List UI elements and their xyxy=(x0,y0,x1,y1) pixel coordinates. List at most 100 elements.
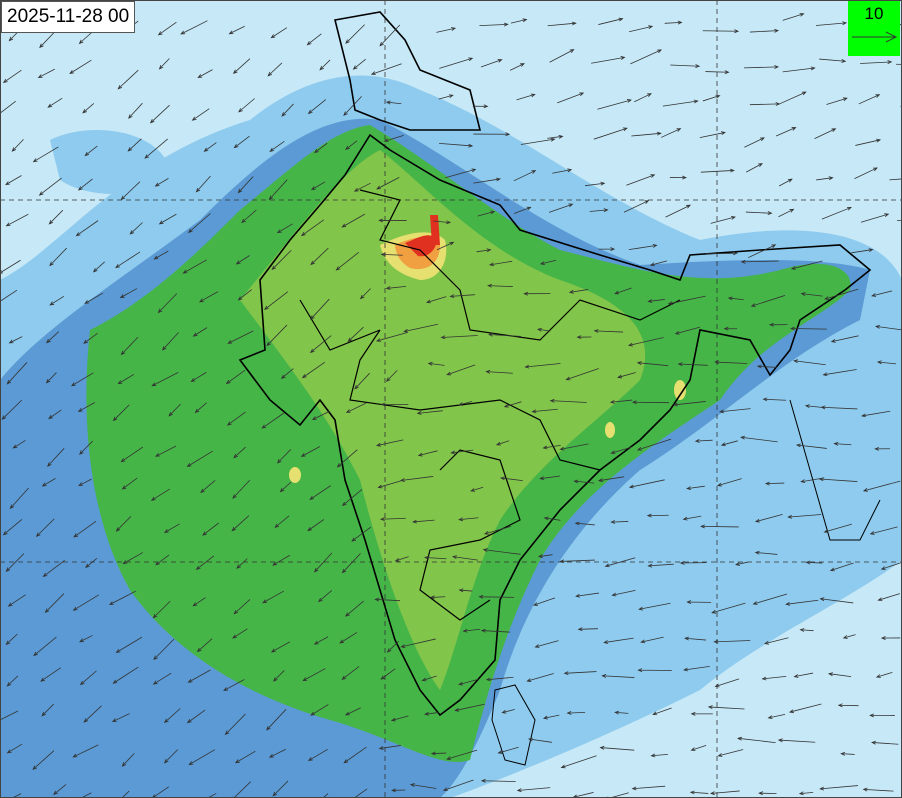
wind-arrow xyxy=(488,260,513,267)
wind-arrow xyxy=(47,448,65,467)
wind-arrow xyxy=(380,668,396,680)
wind-arrow xyxy=(756,364,777,369)
wind-arrow xyxy=(192,597,206,607)
wind-arrow xyxy=(749,102,781,106)
wind-arrow xyxy=(610,520,629,524)
wind-arrow xyxy=(274,515,290,529)
wind-arrow xyxy=(628,243,658,251)
wind-arrow xyxy=(49,295,65,306)
wind-arrow xyxy=(476,248,492,253)
wind-arrow xyxy=(860,410,891,418)
field-red-spot xyxy=(430,215,440,245)
wind-arrow xyxy=(12,440,26,449)
wind-arrow xyxy=(714,678,740,688)
wind-arrow xyxy=(233,135,250,149)
wind-arrow xyxy=(606,792,629,798)
wind-arrow xyxy=(241,209,257,224)
wind-arrow xyxy=(8,336,23,344)
wind-arrow xyxy=(403,323,438,333)
wind-arrow xyxy=(11,139,24,152)
wind-arrow xyxy=(375,332,408,342)
wind-arrow xyxy=(374,597,401,602)
wind-arrow xyxy=(168,403,181,417)
wind-arrow xyxy=(740,435,778,443)
wind-arrow xyxy=(485,369,513,374)
wind-arrow xyxy=(542,444,561,450)
wind-arrow xyxy=(151,371,179,387)
wind-arrow xyxy=(225,369,246,385)
wind-arrow xyxy=(451,555,478,561)
wind-arrow xyxy=(37,68,55,79)
wind-arrow xyxy=(319,59,331,71)
wind-arrow xyxy=(417,450,438,457)
wind-arrow xyxy=(339,632,358,644)
wind-arrow xyxy=(272,780,289,797)
wind-arrow xyxy=(628,479,665,489)
wind-arrow xyxy=(576,335,592,340)
wind-arrow xyxy=(601,674,635,678)
wind-arrow xyxy=(458,679,479,686)
wind-arrow xyxy=(565,368,599,381)
wind-arrow xyxy=(310,181,326,191)
wind-arrow xyxy=(383,135,404,143)
wind-arrow xyxy=(547,134,564,139)
wind-arrow xyxy=(394,556,409,562)
wind-arrow xyxy=(539,475,561,481)
wind-arrow xyxy=(880,562,901,570)
wind-arrow xyxy=(117,69,139,90)
wind-arrow xyxy=(122,552,144,565)
wind-arrow xyxy=(767,714,786,720)
wind-arrow xyxy=(876,360,897,365)
wind-arrow xyxy=(634,93,652,103)
wind-arrow xyxy=(427,361,445,366)
wind-arrow xyxy=(745,211,773,215)
wind-arrow xyxy=(640,636,664,644)
wind-arrow xyxy=(706,251,738,256)
wind-arrow xyxy=(630,49,663,65)
wind-arrow xyxy=(195,175,211,193)
wind-arrow xyxy=(713,639,751,644)
wind-arrow xyxy=(585,181,606,187)
wind-arrow xyxy=(637,668,672,673)
wind-arrow xyxy=(41,703,54,717)
wind-arrow xyxy=(77,178,93,191)
wind-arrow xyxy=(563,671,597,676)
wind-arrow xyxy=(470,486,484,492)
concentration-field xyxy=(0,75,902,798)
wind-arrow xyxy=(689,790,709,795)
wind-arrow xyxy=(577,627,598,632)
wind-arrow xyxy=(871,740,899,745)
wind-arrow xyxy=(235,255,250,265)
wind-arrow xyxy=(70,372,94,387)
wind-arrow xyxy=(6,743,23,754)
wind-arrow xyxy=(155,445,177,457)
wind-arrow xyxy=(591,56,626,64)
coastline-srilanka xyxy=(491,684,536,766)
wind-arrow xyxy=(276,223,293,234)
wind-arrow xyxy=(830,335,859,343)
field-yellow-spot xyxy=(289,467,301,483)
wind-arrow xyxy=(650,753,668,758)
wind-arrow xyxy=(516,93,536,101)
wind-arrow xyxy=(302,668,326,682)
wind-arrow xyxy=(423,555,447,560)
wind-arrow xyxy=(344,707,361,716)
wind-arrow xyxy=(194,402,207,414)
wind-arrow xyxy=(5,633,18,646)
wind-arrow xyxy=(163,708,181,724)
wind-arrow xyxy=(821,206,852,220)
wind-arrow xyxy=(631,400,670,405)
wind-arrow xyxy=(35,518,55,537)
wind-arrow xyxy=(575,592,600,598)
wind-arrow xyxy=(819,58,847,63)
wind-arrow xyxy=(120,336,139,356)
wind-arrow xyxy=(5,175,22,186)
wind-arrow xyxy=(409,783,437,789)
wind-arrow xyxy=(42,560,66,578)
wind-arrow xyxy=(2,69,22,84)
wind-arrow xyxy=(694,439,713,443)
wind-arrow xyxy=(614,710,629,715)
wind-arrow xyxy=(79,635,93,643)
wind-arrow xyxy=(271,249,292,271)
